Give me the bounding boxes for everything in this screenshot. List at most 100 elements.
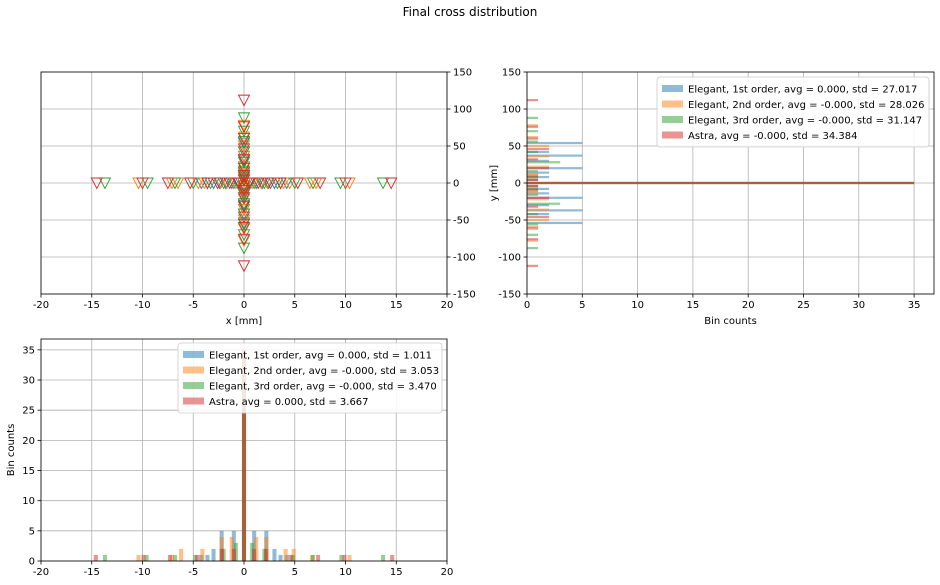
y-tick-label: -50 bbox=[453, 216, 469, 227]
y-tick-label: 50 bbox=[508, 142, 521, 153]
y-tick-label: 150 bbox=[502, 68, 521, 79]
scatter-point bbox=[237, 133, 251, 146]
bar bbox=[316, 554, 321, 561]
y-tick-label: -100 bbox=[453, 253, 476, 264]
bar bbox=[527, 155, 550, 158]
scatter-point bbox=[237, 170, 251, 183]
hist_y-frame bbox=[526, 71, 935, 295]
scatter-point bbox=[237, 187, 251, 200]
scatter-point bbox=[291, 177, 305, 190]
bar bbox=[527, 238, 539, 241]
bar bbox=[342, 554, 347, 561]
x-tick-label: 10 bbox=[631, 300, 644, 311]
x-tick-label: 10 bbox=[339, 300, 352, 311]
bar bbox=[527, 130, 539, 133]
x-tick-label: 20 bbox=[441, 300, 454, 311]
legend-swatch bbox=[662, 131, 683, 139]
bar bbox=[195, 554, 200, 561]
scatter-point bbox=[211, 177, 224, 190]
legend-label: Astra, avg = -0.000, std = 34.384 bbox=[688, 131, 858, 142]
bar bbox=[381, 554, 386, 561]
scatter-point bbox=[183, 177, 197, 190]
x-tick-label: 5 bbox=[292, 300, 298, 311]
bar bbox=[283, 548, 288, 561]
bar bbox=[527, 170, 539, 173]
scatter-point bbox=[274, 177, 287, 190]
legend-swatch bbox=[183, 397, 204, 405]
bar bbox=[527, 204, 550, 207]
bar bbox=[527, 175, 550, 179]
bar bbox=[527, 174, 539, 177]
bar bbox=[241, 349, 247, 561]
scatter-point bbox=[237, 242, 251, 255]
x-tick-label: 15 bbox=[390, 567, 403, 578]
y-tick-label: 0 bbox=[29, 557, 35, 568]
scatter-point bbox=[237, 201, 251, 214]
scatter-point bbox=[237, 119, 251, 132]
bar bbox=[347, 554, 352, 561]
bar bbox=[527, 215, 550, 219]
bar bbox=[527, 140, 539, 143]
y-tick-label: 100 bbox=[453, 105, 472, 116]
scatter-point bbox=[237, 192, 251, 205]
bar bbox=[527, 141, 583, 145]
y-tick-label: 30 bbox=[22, 376, 35, 387]
hist_x-frame bbox=[40, 338, 448, 562]
legend-swatch bbox=[183, 366, 204, 374]
bar bbox=[527, 223, 539, 226]
x-tick-label: 0 bbox=[241, 567, 247, 578]
bar bbox=[527, 167, 583, 170]
scatter-point bbox=[237, 94, 251, 107]
bar bbox=[527, 212, 550, 216]
x-tick-label: 0 bbox=[524, 300, 530, 311]
x-tick-label: -20 bbox=[33, 300, 49, 311]
scatter-point bbox=[237, 189, 251, 202]
x-tick-label: 30 bbox=[852, 300, 865, 311]
scatter-point bbox=[232, 177, 246, 190]
scatter-point bbox=[384, 177, 398, 190]
bar bbox=[527, 158, 539, 161]
scatter-point bbox=[217, 177, 230, 190]
bar bbox=[527, 159, 550, 162]
legend-label: Elegant, 1st order, avg = 0.000, std = 1… bbox=[209, 351, 432, 362]
bar bbox=[93, 554, 98, 561]
y-tick-label: 25 bbox=[22, 406, 35, 417]
scatter-point bbox=[237, 198, 251, 211]
y-tick-label: 50 bbox=[453, 142, 466, 153]
scatter-point bbox=[237, 168, 251, 181]
scatter-point bbox=[237, 223, 251, 236]
x-axis-label: Bin counts bbox=[704, 316, 757, 327]
scatter-point bbox=[136, 177, 149, 190]
x-axis-label: x [mm] bbox=[226, 316, 262, 327]
bar bbox=[527, 202, 561, 205]
scatter-point bbox=[237, 162, 251, 175]
x-tick-label: -15 bbox=[84, 300, 100, 311]
bar bbox=[527, 205, 539, 208]
legend-label: Elegant, 2nd order, avg = -0.000, std = … bbox=[688, 100, 925, 111]
bar bbox=[527, 190, 539, 193]
bar bbox=[229, 536, 234, 561]
scatter-point bbox=[237, 155, 251, 168]
bar bbox=[527, 144, 550, 148]
figure-title: Final cross distribution bbox=[402, 5, 538, 19]
x-tick-label: 35 bbox=[908, 300, 921, 311]
x-tick-label: 15 bbox=[390, 300, 403, 311]
hist_y-legend bbox=[656, 76, 930, 148]
y-tick-label: 5 bbox=[29, 526, 35, 537]
scatter-point bbox=[237, 174, 251, 187]
scatter-point bbox=[339, 177, 352, 190]
bar bbox=[144, 554, 149, 561]
bar bbox=[136, 554, 141, 561]
bar bbox=[527, 239, 539, 242]
x-tick-label: 0 bbox=[241, 300, 247, 311]
bar bbox=[219, 548, 224, 561]
bar bbox=[211, 548, 216, 561]
x-tick-label: 15 bbox=[687, 300, 700, 311]
bar bbox=[339, 554, 344, 561]
y-tick-label: -150 bbox=[498, 290, 521, 301]
bar bbox=[527, 192, 550, 195]
scatter-point bbox=[237, 171, 251, 184]
x-tick-label: -10 bbox=[134, 567, 150, 578]
bar bbox=[527, 198, 550, 201]
